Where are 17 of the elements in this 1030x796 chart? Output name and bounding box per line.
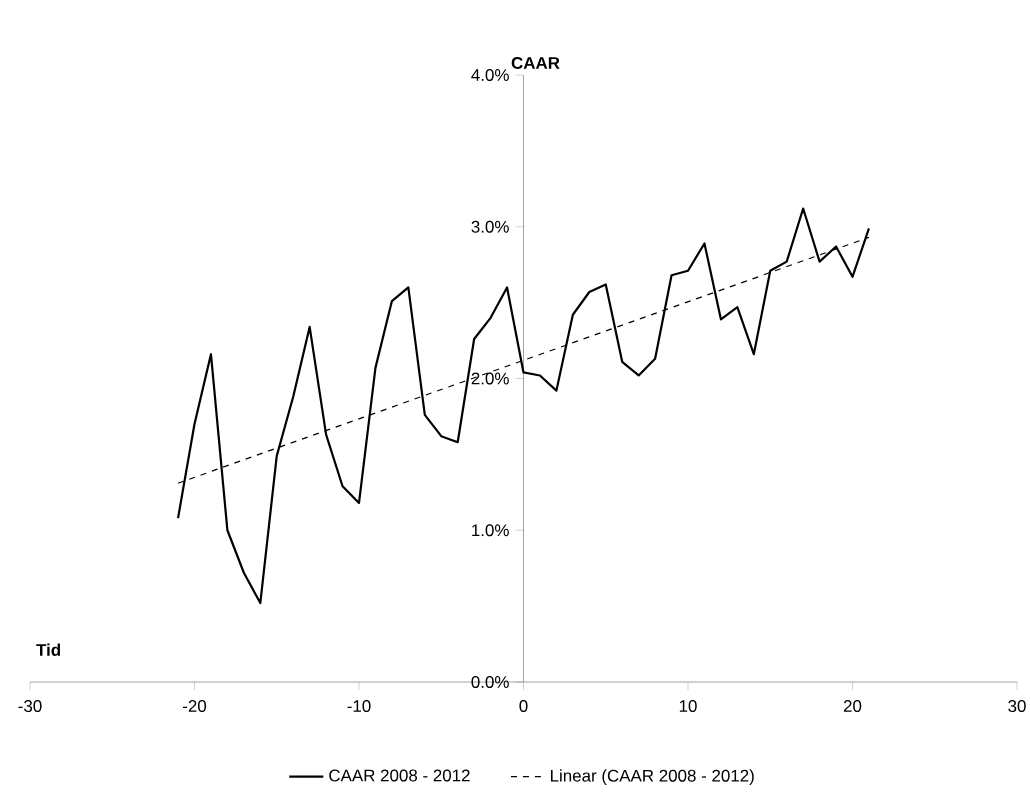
x-tick-label: 30 [1008,700,1026,713]
x-tick-label: -20 [183,700,207,713]
y-tick-label: 1.0% [472,524,509,537]
y-tick-label: 0.0% [471,676,509,688]
y-tick-label: 4.0% [471,69,509,81]
x-tick-label: -30 [18,700,42,713]
y-tick-label: 2.0% [471,372,509,385]
x-tick-label: 0 [519,700,528,713]
legend-label: Linear (CAAR 2008 - 2012) [550,769,754,786]
line-series [176,207,871,605]
x-tick-label: 20 [843,700,862,713]
y-axis-title: CAAR [511,56,560,69]
legend-label: CAAR 2008 - 2012 [329,769,470,782]
y-tick-label: 3.0% [471,220,509,233]
x-axis-title: Tid [36,643,61,656]
x-tick-label: 10 [679,700,697,713]
x-tick-label: -10 [347,700,371,713]
